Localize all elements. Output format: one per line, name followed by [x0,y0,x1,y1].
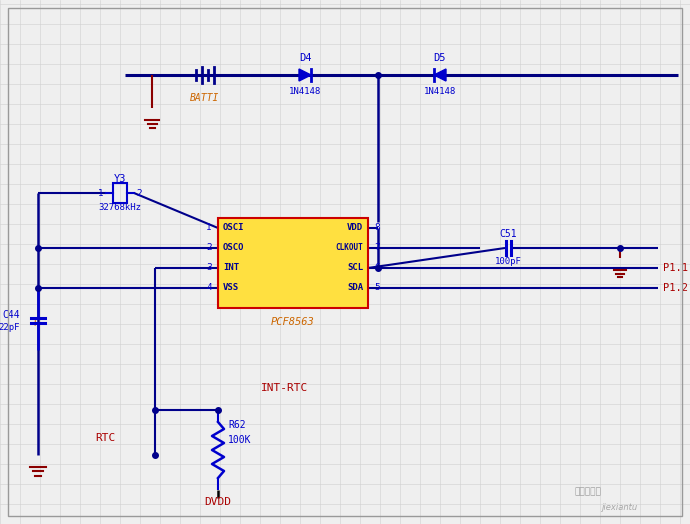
Text: VSS: VSS [223,283,239,292]
Bar [113,183,127,203]
Text: PCF8563: PCF8563 [271,317,315,327]
Text: Y3: Y3 [114,174,126,184]
Text: 22pF: 22pF [0,323,20,333]
Text: 7: 7 [374,244,380,253]
Text: OSCI: OSCI [223,224,244,233]
Text: SCL: SCL [347,264,363,272]
Polygon shape [434,69,446,81]
Text: INT-RTC: INT-RTC [262,383,308,393]
Text: P1.2: P1.2 [663,283,688,293]
Text: 6: 6 [374,264,380,272]
Polygon shape [299,69,311,81]
Text: RTC: RTC [95,433,115,443]
Text: 3: 3 [206,264,212,272]
Text: ~: ~ [31,315,41,325]
Text: VDD: VDD [347,224,363,233]
Text: 1N4148: 1N4148 [424,88,456,96]
Text: 4: 4 [206,283,212,292]
Text: 100pF: 100pF [495,257,522,267]
Text: jiexiantu: jiexiantu [602,503,638,511]
Text: CLKOUT: CLKOUT [335,244,363,253]
Text: C51: C51 [499,229,517,239]
Text: DVDD: DVDD [204,497,232,507]
Text: 8: 8 [374,224,380,233]
Text: R62: R62 [228,420,246,430]
Text: 2: 2 [136,189,141,198]
Text: 1: 1 [206,224,212,233]
Text: BATTI: BATTI [190,93,219,103]
Text: SDA: SDA [347,283,363,292]
Text: 电子发烧友: 电子发烧友 [575,487,602,497]
Text: D4: D4 [299,53,311,63]
Text: 1N4148: 1N4148 [289,88,321,96]
Text: 2: 2 [206,244,212,253]
Text: 1: 1 [98,189,104,198]
Text: D5: D5 [434,53,446,63]
Text: 5: 5 [374,283,380,292]
Text: 100K: 100K [228,435,251,445]
Bar [218,218,368,308]
Text: C44: C44 [2,310,20,320]
Text: INT: INT [223,264,239,272]
Text: P1.1: P1.1 [663,263,688,273]
Text: OSCO: OSCO [223,244,244,253]
Text: 32768kHz: 32768kHz [99,203,141,213]
